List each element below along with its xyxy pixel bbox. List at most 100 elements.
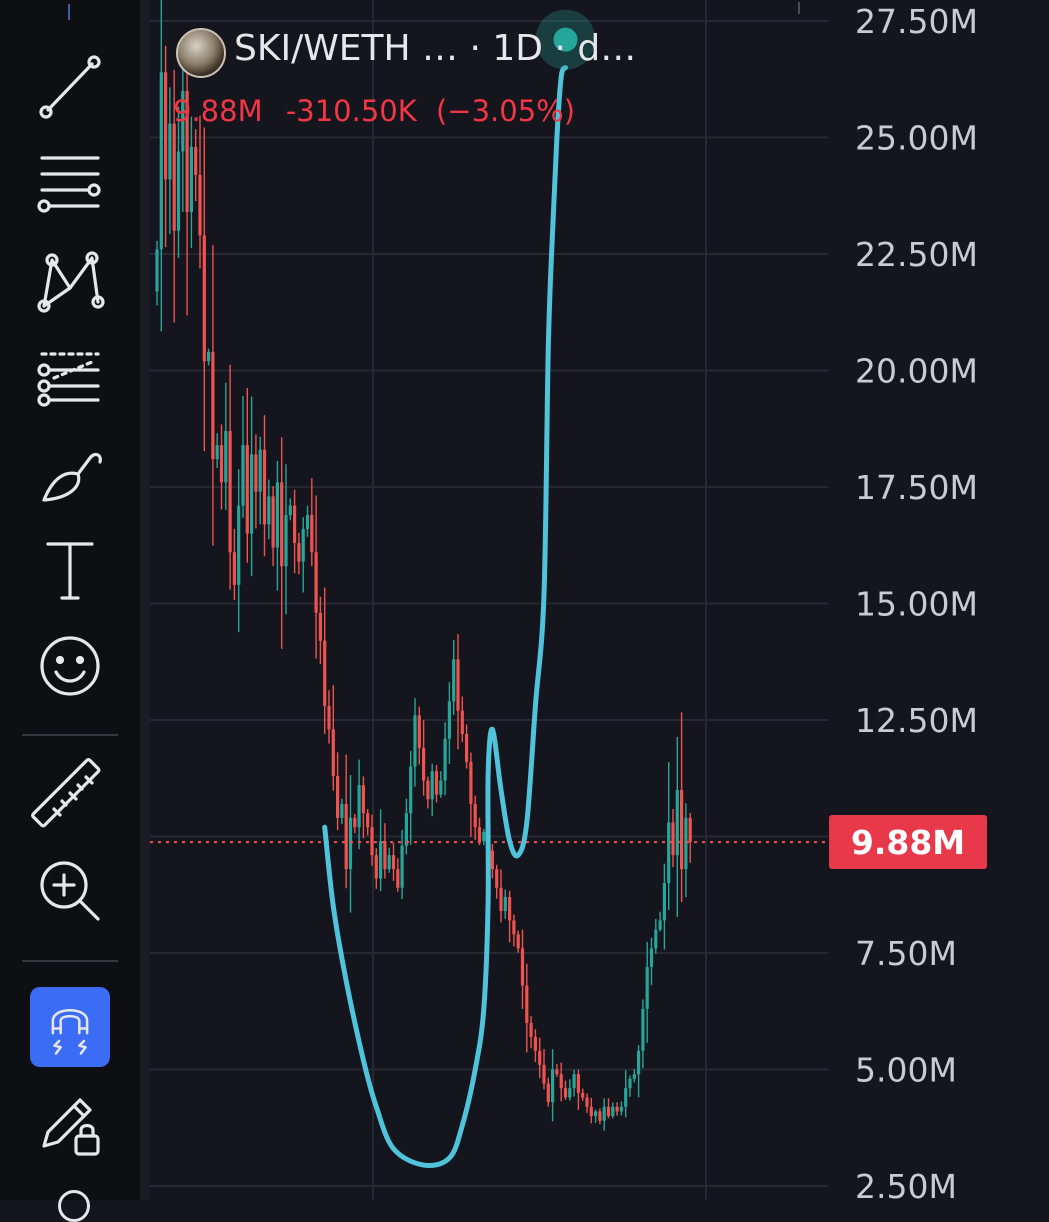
candle-body [340,803,344,818]
candle [662,863,666,950]
candle [473,795,477,840]
candle [598,1108,602,1125]
candle-body [314,552,318,613]
candle [546,1077,550,1107]
candle-body [525,985,529,1023]
candle-body [323,640,327,707]
symbol-legend-title[interactable]: SKI/WETH … · 1D · d… [234,28,637,69]
candle-body [284,514,288,567]
candle-body [258,449,262,492]
token-avatar [176,28,226,78]
candle [396,858,400,892]
candle-body [391,855,396,870]
candle [353,813,357,834]
candle-body [598,1111,602,1121]
candle [606,1098,611,1119]
candle [615,1102,619,1116]
measure-tool[interactable] [20,757,120,837]
candle [675,737,679,917]
candle [284,464,288,615]
candle-body [422,747,426,781]
candle-body [348,817,353,870]
candle [452,640,456,715]
candle [404,798,408,855]
candle [262,415,267,557]
candle [465,724,469,769]
candle [572,1069,576,1097]
candle [267,479,271,540]
lock-drawings-tool[interactable] [20,1084,120,1164]
candle-body [237,505,241,585]
candle-body [447,701,451,739]
ruler-icon [31,758,101,828]
candle [155,240,159,306]
toolbar-divider [22,734,118,736]
pattern-tool[interactable] [20,240,120,320]
candle-body [327,706,331,730]
candle-body [469,761,473,804]
price-axis[interactable]: 27.50M 25.00M 22.50M 20.00M 17.50M 15.00M 12.5… [855,2,978,1200]
candle [508,890,512,943]
text-icon [46,542,94,600]
price-chart[interactable]: 27.50M 25.00M 22.50M 20.00M 17.50M 15.00M 12.5… [150,0,1049,1200]
candle-body [434,771,439,795]
candle [585,1093,589,1113]
candle-body [164,72,168,180]
drawing-endpoint-handle[interactable] [535,9,596,70]
candle-body [280,482,284,567]
smiley-icon [40,636,100,696]
candle [684,803,688,898]
trend-line-tool[interactable] [20,46,120,126]
candle-body [254,454,258,492]
candle [529,1016,533,1049]
candle [288,498,292,521]
more-tools-peek-icon[interactable] [58,1190,90,1222]
candle [241,396,245,518]
price-axis-tick-label: 25.00M [855,119,978,158]
candle [357,759,361,850]
candle [366,809,370,836]
endpoint-dot[interactable] [553,27,578,52]
price-axis-tick-label: 15.00M [855,585,978,624]
emoji-tool[interactable] [20,626,120,706]
candle [649,937,654,986]
candle [512,914,516,947]
xabcd-pattern-icon [37,251,105,313]
candle-body [585,1097,589,1107]
candle-body [159,72,163,250]
axis-tick-mark [798,2,800,14]
fib-tool[interactable] [20,336,120,416]
candle [645,941,649,1043]
freehand-drawing[interactable] [322,65,568,1169]
candle-body [189,146,193,213]
brush-tool[interactable] [20,432,120,512]
fib-retracement-icon [37,352,100,407]
candle [460,696,464,743]
horizontal-lines-tool[interactable] [20,144,120,224]
candle-body [684,817,688,870]
candle [323,587,327,734]
candle-body [417,715,421,748]
zoom-tool[interactable] [20,851,120,931]
candle [632,1069,636,1083]
candle-body [632,1074,636,1079]
candle-body [624,1088,628,1107]
text-tool[interactable] [20,530,120,610]
candle-body [361,785,365,814]
candle-body [198,174,202,236]
candle-body [275,482,279,548]
candle [176,106,181,258]
candle [370,814,374,866]
candle-body [194,146,198,175]
magnet-tool[interactable] [30,987,110,1067]
candle [499,869,503,923]
candle-body [520,948,525,986]
candle [336,752,340,831]
candle-body [688,817,692,843]
candle [159,0,163,332]
candle [559,1062,563,1102]
candle-body [667,822,671,884]
candle-body [465,733,469,762]
candle-body [232,552,236,585]
candle [417,706,421,765]
